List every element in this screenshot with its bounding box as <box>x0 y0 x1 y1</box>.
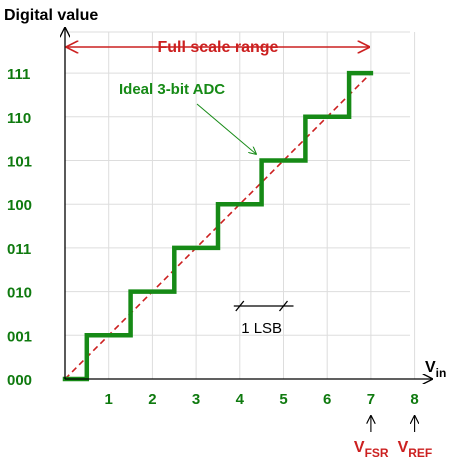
x-tick-label: 3 <box>192 391 200 408</box>
y-tick-label: 010 <box>7 285 32 302</box>
y-tick-label: 011 <box>7 241 31 258</box>
ideal-line-layer <box>64 72 372 380</box>
marker-label: VREF <box>398 439 433 460</box>
y-axis-title: Digital value <box>4 7 98 24</box>
y-tick-label: 001 <box>7 328 32 345</box>
x-tick-label: 7 <box>367 391 375 408</box>
series-pointer-arrow <box>196 103 256 154</box>
x-tick-label: 1 <box>105 391 113 408</box>
grid <box>65 31 416 379</box>
axes <box>65 28 432 379</box>
y-tick-label: 100 <box>7 197 32 214</box>
x-axis-title: Vin <box>425 359 446 380</box>
staircase-series <box>62 70 374 382</box>
x-tick-label: 2 <box>148 391 156 408</box>
series-label: Ideal 3-bit ADC <box>119 81 225 98</box>
staircase-layer <box>62 70 374 382</box>
y-tick-label: 101 <box>7 154 32 171</box>
lsb-tick-right <box>278 300 289 312</box>
annotations <box>67 47 415 432</box>
x-tick-label: 6 <box>323 391 331 408</box>
ideal-dashed-line <box>64 72 372 380</box>
y-tick-label: 111 <box>7 66 30 83</box>
x-tick-label: 5 <box>279 391 287 408</box>
y-tick-label: 000 <box>7 372 32 389</box>
y-tick-label: 110 <box>7 110 31 127</box>
x-tick-label: 8 <box>410 391 418 408</box>
x-tick-label: 4 <box>236 391 245 408</box>
marker-label: VFSR <box>354 439 389 460</box>
lsb-label: 1 LSB <box>241 320 282 337</box>
lsb-tick-left <box>235 300 245 312</box>
full-scale-range-label: Full scale range <box>157 39 278 56</box>
